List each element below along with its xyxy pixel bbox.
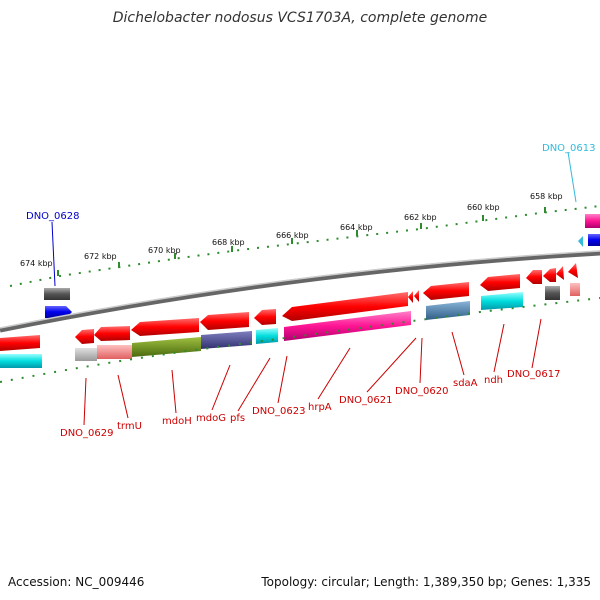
block-ndh [481, 292, 523, 310]
cds-mdoH [131, 318, 199, 336]
cds-hrpA [282, 292, 408, 321]
topology-text: Topology: circular; Length: 1,389,350 bp… [261, 575, 591, 589]
tick-label: 674 kbp [20, 259, 53, 268]
tick-label: 660 kbp [467, 203, 500, 212]
gene-dno-0613-blue [588, 234, 600, 246]
block-small-pink [570, 283, 580, 296]
gene-label-sdaA: sdaA [453, 378, 478, 389]
gene-label-mdoG: mdoG [196, 413, 226, 424]
cds-small-2 [556, 266, 564, 280]
accession-text: Accession: NC_009446 [8, 575, 145, 589]
cds-mdoG [200, 312, 249, 330]
backbone [0, 250, 600, 333]
gene-label-dno-0623: DNO_0623 [252, 406, 306, 417]
gene-label-dno-0629: DNO_0629 [60, 428, 114, 439]
cds-dno-0621-a [408, 291, 413, 303]
cds-dno-0621-b [414, 290, 419, 302]
cds-pfs [254, 309, 276, 325]
block-dno-0629 [75, 348, 97, 361]
cds-small-1 [543, 268, 556, 282]
leader-dno-0628 [51, 221, 56, 287]
cds-ndh [480, 274, 520, 291]
block-mdoG [201, 331, 252, 349]
block-mdoH [132, 337, 201, 357]
block-dno-0617 [545, 286, 560, 300]
rna-left-edge [0, 354, 42, 368]
tick-label: 664 kbp [340, 223, 373, 232]
cds-small-3 [568, 263, 578, 278]
tick-label: 672 kbp [84, 252, 117, 261]
tick-label: 670 kbp [148, 246, 181, 255]
gene-label-dno-0620: DNO_0620 [395, 386, 449, 397]
leader-dno-0613 [567, 151, 577, 203]
cds-trmU [94, 326, 130, 341]
block-pfs [256, 328, 278, 344]
map-title: Dichelobacter nodosus VCS1703A, complete… [112, 10, 488, 26]
gene-label-trmU: trmU [117, 421, 142, 432]
tick-label: 658 kbp [530, 192, 563, 201]
gene-label-hrpA: hrpA [308, 402, 332, 413]
cds-left-edge [0, 335, 40, 351]
gene-dno-0628-grey [44, 288, 70, 300]
gene-dno-0613-marker [578, 236, 583, 247]
block-trmU [97, 345, 132, 359]
gene-label-dno-0617: DNO_0617 [507, 369, 561, 380]
cds-dno-0617 [526, 270, 542, 284]
bottom-leaders [83, 318, 542, 426]
gene-label-dno-0613: DNO_0613 [542, 143, 596, 154]
bottom-labels: DNO_0629 trmU mdoH mdoG pfs DNO_0623 hrp… [60, 369, 561, 439]
tick-ring: 674 kbp 672 kbp 670 kbp 668 kbp 666 kbp … [9, 192, 600, 287]
gene-label-dno-0628: DNO_0628 [26, 211, 80, 222]
cds-dno-0620 [423, 282, 469, 300]
tick-label: 668 kbp [212, 238, 245, 247]
gene-label-mdoH: mdoH [162, 416, 192, 427]
gene-label-pfs: pfs [230, 413, 245, 424]
tick-label: 666 kbp [276, 231, 309, 240]
gene-dno-0613-mag [585, 214, 600, 228]
gene-label-ndh: ndh [484, 375, 503, 386]
cds-dno-0629 [75, 329, 94, 344]
tick-label: 662 kbp [404, 213, 437, 222]
gene-label-dno-0621: DNO_0621 [339, 395, 393, 406]
